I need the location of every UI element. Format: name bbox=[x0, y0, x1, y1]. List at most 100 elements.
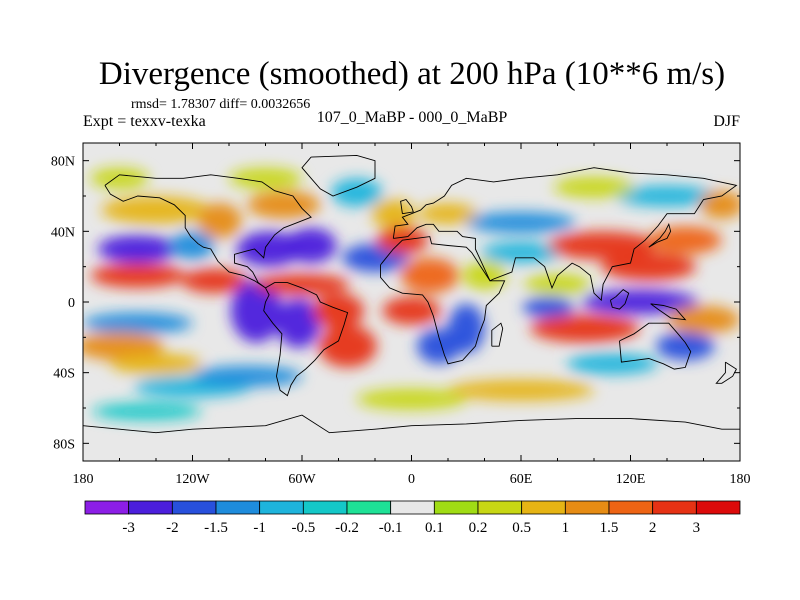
colorbar-swatch bbox=[564, 500, 610, 515]
field-cell-38 bbox=[522, 296, 575, 318]
field-cell-6 bbox=[90, 167, 149, 189]
field-cell-36 bbox=[648, 226, 722, 255]
y-tick-label: 80N bbox=[51, 155, 75, 170]
field-cell-30 bbox=[462, 261, 507, 290]
field-cell-46 bbox=[448, 379, 594, 401]
field-cell-15 bbox=[236, 231, 302, 267]
colorbar-label: 1.5 bbox=[600, 520, 619, 536]
field-cell-45 bbox=[553, 176, 635, 198]
coastline-japan bbox=[648, 223, 672, 248]
field-cell-32 bbox=[466, 211, 576, 234]
chart-title: Divergence (smoothed) at 200 hPa (10**6 … bbox=[99, 56, 725, 92]
colorbar-swatch bbox=[433, 500, 479, 515]
colorbar-swatch bbox=[346, 500, 392, 515]
field-cell-11 bbox=[192, 365, 303, 387]
x-tick-label: 0 bbox=[408, 472, 415, 487]
colorbar-label: 1 bbox=[562, 520, 570, 536]
field-cell-33 bbox=[480, 241, 562, 264]
field-cell-31 bbox=[418, 203, 478, 225]
y-tick-label: 80S bbox=[53, 437, 75, 452]
field-cell-27 bbox=[382, 296, 441, 325]
field-cell-5 bbox=[198, 203, 242, 239]
field-cell-35 bbox=[601, 252, 697, 281]
field-cell-2 bbox=[90, 263, 186, 288]
coastline-borneo bbox=[609, 289, 630, 310]
y-axis: 80N 40N 0 40S 80S bbox=[51, 155, 740, 452]
field-cell-9 bbox=[110, 353, 202, 375]
field-cell-26 bbox=[400, 257, 459, 294]
colorbar-label: -2 bbox=[166, 520, 179, 536]
map-area bbox=[83, 143, 740, 461]
colorbar: -3 -2 -1.5 -1 -0.5 -0.2 -0.1 0.1 0.2 0.5 1 1.5 2 3 bbox=[84, 500, 741, 536]
coastline-madagascar bbox=[491, 322, 504, 347]
colorbar-swatch bbox=[128, 500, 173, 515]
y-tick-label: 40S bbox=[53, 367, 75, 382]
x-tick-label: 180 bbox=[73, 472, 94, 487]
colorbar-label: -1.5 bbox=[204, 520, 228, 536]
y-tick-label: 0 bbox=[68, 296, 75, 311]
colorbar-label: 0.2 bbox=[469, 520, 488, 536]
coastline-north-america bbox=[104, 174, 312, 289]
colorbar-swatch bbox=[608, 500, 654, 515]
colorbar-swatch bbox=[171, 500, 217, 515]
colorbar-swatch bbox=[390, 500, 435, 515]
field-cell-34 bbox=[548, 231, 658, 260]
coastline-antarctica-edge bbox=[83, 414, 740, 434]
field-cell-12 bbox=[92, 402, 202, 421]
coastline-eurasia bbox=[392, 167, 738, 302]
colorbar-swatch bbox=[695, 500, 741, 515]
coastline-greenland bbox=[301, 154, 376, 197]
field-cell-22 bbox=[331, 178, 383, 207]
colorbar-label: -0.5 bbox=[291, 520, 315, 536]
x-tick-label: 60E bbox=[510, 472, 533, 487]
field-cell-43 bbox=[566, 353, 658, 375]
field-cell-4 bbox=[101, 196, 211, 225]
y-tick-label: 40N bbox=[51, 225, 75, 240]
field-cell-19 bbox=[318, 325, 377, 368]
field-cell-29 bbox=[448, 303, 485, 354]
field-cell-24 bbox=[371, 199, 416, 228]
coastline-new-zealand bbox=[715, 361, 737, 384]
field-cell-39 bbox=[581, 289, 698, 315]
field-cell-18 bbox=[312, 293, 365, 329]
colorbar-label: 0.5 bbox=[512, 520, 531, 536]
coastline-new-guinea bbox=[650, 303, 687, 321]
colorbar-label: -3 bbox=[122, 520, 135, 536]
colorbar-swatch bbox=[477, 500, 523, 515]
x-tick-label: 180 bbox=[730, 472, 751, 487]
colorbar-label: 3 bbox=[693, 520, 701, 536]
colorbar-label: 2 bbox=[649, 520, 657, 536]
x-tick-label: 120W bbox=[175, 472, 210, 487]
colorbar-label: -1 bbox=[253, 520, 266, 536]
field-cell-48 bbox=[699, 190, 740, 219]
experiment-label: Expt = texxv-texka bbox=[83, 113, 206, 130]
field-cell-1 bbox=[170, 231, 215, 260]
x-axis: 180 120W 60W 0 60E 120E 180 bbox=[73, 143, 751, 487]
field-cell-3 bbox=[181, 268, 248, 294]
colorbar-swatch bbox=[302, 500, 348, 515]
season-label: DJF bbox=[713, 113, 740, 130]
stats-text: rmsd= 1.78307 diff= 0.0032656 bbox=[131, 97, 310, 112]
colorbar-swatch bbox=[84, 500, 130, 515]
divergence-field bbox=[83, 167, 740, 421]
field-cell-8 bbox=[83, 332, 164, 361]
colorbar-label: 0.1 bbox=[425, 520, 444, 536]
field-cell-42 bbox=[656, 332, 715, 361]
coastline-uk bbox=[400, 198, 414, 215]
field-cell-7 bbox=[83, 312, 193, 334]
coastline-australia bbox=[619, 322, 692, 370]
coastlines bbox=[83, 154, 740, 434]
colorbar-swatch bbox=[215, 500, 261, 515]
coastline-south-america bbox=[263, 282, 349, 397]
colorbar-swatch bbox=[521, 500, 566, 515]
field-cell-17 bbox=[254, 273, 350, 295]
field-cell-16 bbox=[285, 227, 337, 264]
field-cell-41 bbox=[667, 305, 740, 334]
x-tick-label: 120E bbox=[616, 472, 646, 487]
colorbar-label: -0.1 bbox=[379, 520, 403, 536]
field-cell-37 bbox=[524, 273, 591, 295]
field-cell-0 bbox=[97, 234, 178, 264]
field-cell-14 bbox=[276, 298, 321, 348]
colorbar-swatch bbox=[259, 500, 304, 515]
field-cell-23 bbox=[229, 167, 302, 189]
